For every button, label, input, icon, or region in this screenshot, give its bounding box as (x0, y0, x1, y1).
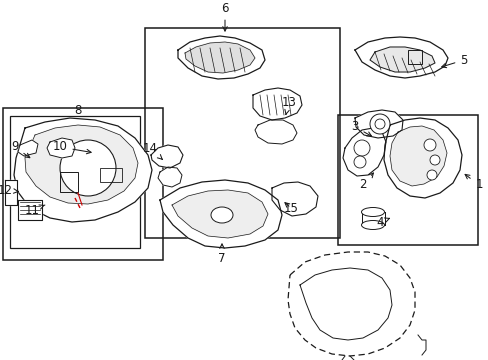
Bar (3, 108, 163, 260)
Text: 8: 8 (74, 104, 81, 117)
Text: 1: 1 (464, 174, 482, 192)
Ellipse shape (210, 207, 232, 223)
Bar (337, 115, 477, 245)
Circle shape (374, 119, 384, 129)
Circle shape (369, 114, 389, 134)
Bar (60, 172, 78, 192)
Text: 3: 3 (350, 121, 371, 136)
Polygon shape (172, 190, 267, 238)
Polygon shape (271, 182, 317, 216)
Text: 10: 10 (52, 140, 91, 154)
Ellipse shape (361, 207, 384, 216)
Polygon shape (254, 120, 296, 144)
Circle shape (429, 155, 439, 165)
Polygon shape (287, 252, 414, 356)
Polygon shape (14, 118, 152, 222)
Bar (100, 168, 122, 182)
Polygon shape (184, 42, 254, 73)
Polygon shape (158, 167, 182, 187)
Bar (407, 50, 421, 64)
Polygon shape (383, 118, 461, 198)
Polygon shape (354, 110, 402, 138)
Polygon shape (361, 212, 384, 225)
Polygon shape (5, 180, 17, 205)
Circle shape (423, 139, 435, 151)
Bar (10, 116, 140, 248)
Polygon shape (342, 128, 385, 176)
Polygon shape (252, 88, 302, 120)
Text: 4: 4 (375, 216, 389, 229)
Text: 2: 2 (359, 173, 373, 192)
Polygon shape (25, 125, 138, 204)
Text: 13: 13 (281, 95, 296, 114)
Polygon shape (160, 180, 282, 248)
Text: 11: 11 (24, 203, 45, 216)
Text: 6: 6 (221, 1, 228, 31)
Polygon shape (47, 138, 75, 158)
Text: 7: 7 (218, 244, 225, 265)
Polygon shape (18, 200, 42, 220)
Text: 15: 15 (283, 202, 298, 215)
Circle shape (60, 140, 116, 196)
Polygon shape (18, 140, 38, 156)
Polygon shape (369, 47, 434, 72)
Circle shape (353, 156, 365, 168)
Text: 12: 12 (0, 184, 19, 197)
Polygon shape (389, 126, 446, 186)
Circle shape (353, 140, 369, 156)
Ellipse shape (361, 220, 384, 230)
Text: 9: 9 (11, 140, 30, 158)
Polygon shape (151, 145, 183, 168)
Bar (145, 28, 339, 238)
Polygon shape (178, 36, 264, 79)
Text: 5: 5 (441, 54, 467, 68)
Circle shape (426, 170, 436, 180)
Polygon shape (354, 37, 447, 78)
Text: 14: 14 (142, 141, 162, 159)
